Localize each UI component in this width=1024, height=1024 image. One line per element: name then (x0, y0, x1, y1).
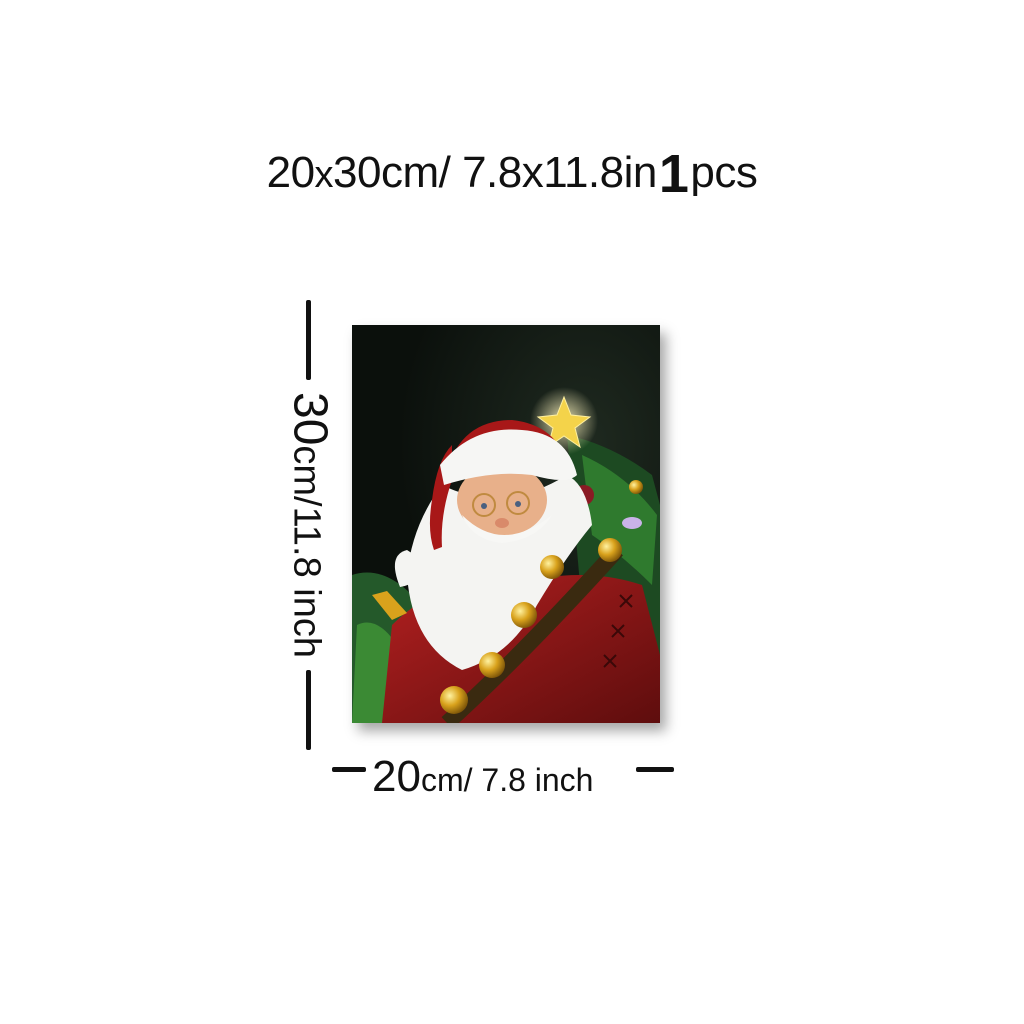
sleigh-bells (440, 538, 622, 714)
height-number: 30 (283, 391, 337, 446)
size-title: 20x30cm/ 7.8x11.8in1pcs (0, 138, 1024, 204)
glasses-left (472, 493, 496, 517)
santa-beard (407, 475, 592, 670)
santa-canvas-print (352, 325, 660, 723)
height-unit: cm/11.8 inch (285, 445, 328, 659)
santa-face (457, 464, 547, 536)
gold-horn (372, 591, 407, 620)
width-dimension-line-right (636, 767, 674, 772)
title-x: x (314, 154, 334, 196)
small-bird (622, 517, 642, 529)
santa-hat (429, 420, 577, 550)
height-dimension-line-bottom (306, 670, 311, 750)
glasses-right (506, 491, 530, 515)
title-width: 20 (266, 148, 315, 197)
title-quantity: 1 (658, 144, 689, 204)
title-dims: 30cm/ 7.8x11.8in (333, 148, 657, 197)
height-label: 30cm/11.8 inch (283, 392, 338, 658)
gold-ornament (629, 480, 643, 494)
santa-painting-illustration (352, 325, 660, 723)
width-number: 20 (372, 752, 421, 801)
height-dimension-line-top (306, 300, 311, 380)
width-dimension-line-left (332, 767, 366, 772)
width-label: 20cm/ 7.8 inch (372, 752, 593, 802)
title-quantity-unit: pcs (690, 148, 758, 197)
coat-stitching (603, 594, 633, 668)
width-unit: cm/ 7.8 inch (420, 762, 594, 798)
